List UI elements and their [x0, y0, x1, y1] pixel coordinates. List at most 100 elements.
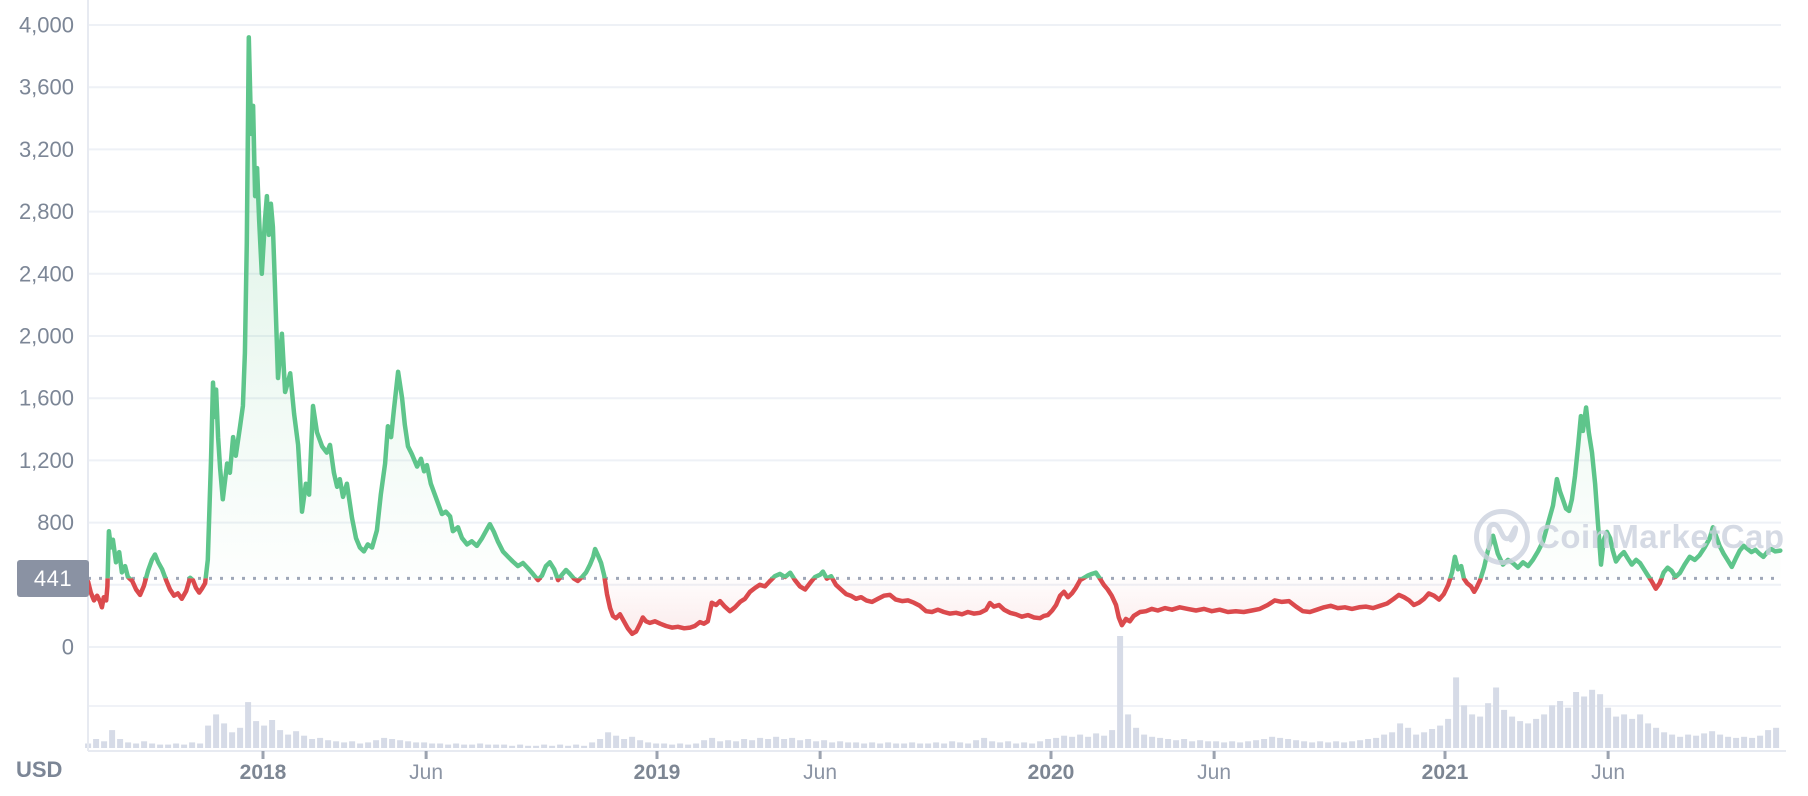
volume-bar — [677, 743, 684, 748]
volume-bar — [1253, 740, 1260, 748]
volume-bar — [1157, 737, 1164, 748]
volume-bar — [1213, 741, 1220, 748]
volume-bar — [957, 742, 964, 748]
volume-bar — [1165, 739, 1172, 748]
volume-bar — [789, 737, 796, 748]
volume-bar — [853, 742, 860, 748]
volume-bar — [525, 745, 532, 748]
y-axis-label: 2,000 — [19, 324, 74, 349]
volume-bar — [1029, 743, 1036, 748]
volume-bar — [349, 741, 356, 748]
volume-bar — [549, 745, 556, 748]
volume-bar — [261, 725, 268, 748]
x-axis-label[interactable]: Jun — [1591, 761, 1625, 784]
watermark-text: CoinMarketCap — [1536, 518, 1785, 555]
volume-bar — [1357, 740, 1364, 748]
volume-bar — [165, 744, 172, 748]
y-axis-label: 1,600 — [19, 386, 74, 411]
volume-bar — [1141, 734, 1148, 748]
price-area-red — [88, 578, 1662, 634]
volume-bar — [1453, 677, 1460, 748]
coinmarketcap-logo-icon — [1474, 509, 1530, 565]
volume-bar — [269, 720, 276, 748]
volume-bar — [341, 742, 348, 748]
volume-bar — [813, 741, 820, 748]
x-axis-label[interactable]: 2021 — [1422, 761, 1469, 784]
volume-bar — [1061, 735, 1068, 748]
volume-bar — [1477, 716, 1484, 748]
volume-bar — [1069, 736, 1076, 748]
volume-bar — [701, 740, 708, 748]
volume-bar — [309, 739, 316, 748]
volume-bar — [461, 744, 468, 748]
x-axis-label[interactable]: Jun — [409, 761, 443, 784]
volume-bar — [381, 737, 388, 748]
volume-bar — [893, 743, 900, 748]
volume-bar — [1021, 742, 1028, 748]
volume-bar — [709, 737, 716, 748]
volume-bar — [1285, 739, 1292, 748]
volume-bar — [413, 742, 420, 748]
volume-bar — [1637, 714, 1644, 748]
volume-bar — [1621, 714, 1628, 748]
volume-bar — [1101, 735, 1108, 748]
y-axis-label: 3,200 — [19, 137, 74, 162]
x-axis-label[interactable]: 2018 — [240, 761, 287, 784]
volume-bar — [981, 737, 988, 748]
volume-bar — [477, 743, 484, 748]
volume-bar — [485, 744, 492, 748]
volume-bar — [1309, 742, 1316, 748]
volume-bar — [1389, 732, 1396, 748]
x-axis-label[interactable]: 2020 — [1028, 761, 1075, 784]
volume-bar — [685, 744, 692, 748]
volume-bar — [1325, 742, 1332, 748]
volume-bar — [1189, 741, 1196, 748]
volume-bar — [645, 742, 652, 748]
volume-bar — [1397, 723, 1404, 748]
volume-bar — [997, 742, 1004, 748]
price-line-up — [105, 35, 1783, 579]
volume-bar — [1701, 733, 1708, 748]
x-axis-label[interactable]: 2019 — [634, 761, 681, 784]
volume-bar — [1197, 740, 1204, 748]
volume-bar — [877, 743, 884, 748]
x-axis-label[interactable]: Jun — [803, 761, 837, 784]
volume-bar — [1605, 707, 1612, 748]
volume-bar — [1125, 714, 1132, 748]
volume-bar — [1693, 735, 1700, 748]
volume-bar — [1613, 716, 1620, 748]
volume-bar — [1333, 741, 1340, 748]
volume-bar — [317, 737, 324, 748]
y-axis-label: 3,600 — [19, 75, 74, 100]
currency-label: USD — [16, 757, 63, 782]
volume-bar — [589, 742, 596, 748]
volume-bar — [557, 744, 564, 748]
volume-bar — [429, 743, 436, 748]
volume-bar — [1037, 741, 1044, 748]
volume-bar — [421, 742, 428, 748]
volume-bar — [1677, 736, 1684, 748]
volume-bar — [757, 737, 764, 748]
volume-bar — [453, 743, 460, 748]
volume-bar — [301, 735, 308, 748]
volume-bar — [1645, 723, 1652, 748]
volume-bar — [1445, 718, 1452, 748]
volume-bar — [365, 742, 372, 748]
volume-bar — [1629, 718, 1636, 748]
volume-bar — [1685, 734, 1692, 748]
coinmarketcap-watermark: CoinMarketCap — [1468, 502, 1788, 577]
x-axis-label[interactable]: Jun — [1197, 761, 1231, 784]
volume-bar — [1749, 737, 1756, 748]
volume-bar — [1661, 732, 1668, 748]
volume-bar — [1573, 692, 1580, 748]
volume-bar — [325, 740, 332, 748]
volume-bar — [933, 742, 940, 748]
volume-bar — [469, 744, 476, 748]
volume-bar — [437, 743, 444, 748]
volume-bar — [637, 740, 644, 748]
volume-bar — [749, 740, 756, 748]
volume-bar — [1709, 731, 1716, 748]
volume-bar — [1293, 740, 1300, 748]
volume-bar — [1461, 705, 1468, 748]
